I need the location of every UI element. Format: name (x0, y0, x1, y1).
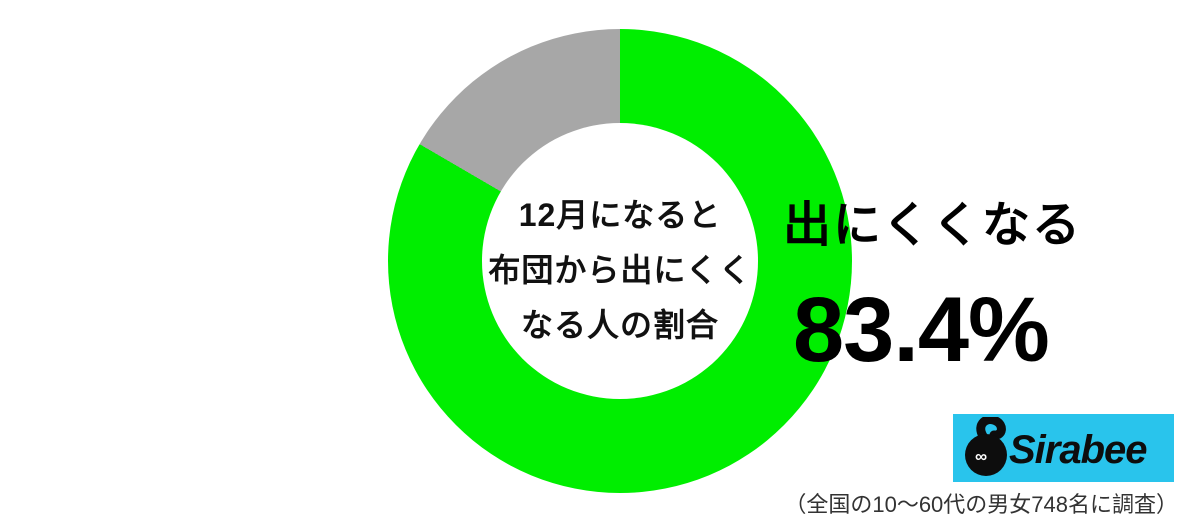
callout-answer-label: 出にくくなる (783, 199, 1083, 252)
callout-percentage-value: 83.4% (793, 279, 1050, 381)
mascot-eyes-glyph: ∞ (975, 447, 987, 466)
center-label-line-3: なる人の割合 (520, 306, 719, 343)
sirabee-mascot-icon: ∞ (965, 417, 1007, 476)
sirabee-logo-text: Sirabee (1009, 428, 1148, 472)
center-label-line-2: 布団から出にくく (488, 251, 752, 288)
sirabee-logo: ∞ Sirabee (953, 414, 1174, 482)
survey-caption: （全国の10〜60代の男女748名に調査） (784, 492, 1178, 517)
donut-hole (482, 123, 758, 399)
center-label-line-1: 12月になると (518, 196, 722, 233)
chart-center-label: 12月になると 布団から出にくく なる人の割合 (452, 132, 788, 408)
